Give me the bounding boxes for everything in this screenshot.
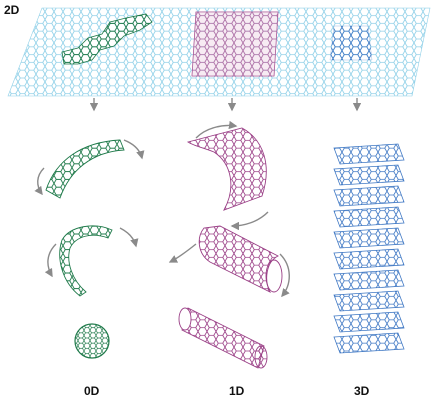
curved-arrow-icon <box>279 253 290 298</box>
graphite-layer <box>333 311 405 333</box>
curved-arrow-icon <box>195 120 238 139</box>
graphite-layer <box>333 227 405 249</box>
curved-arrow-icon <box>168 243 197 263</box>
magenta-region-on-sheet <box>191 11 279 77</box>
graphite-layer <box>333 332 405 354</box>
graphite-layer <box>333 248 405 270</box>
nanotube <box>178 307 268 369</box>
graphite-layer <box>333 290 405 312</box>
graphite-layer <box>333 269 405 291</box>
label-1d: 1D <box>229 384 245 398</box>
graphite-layer <box>333 185 405 207</box>
graphite-layer <box>333 164 405 186</box>
green-fragment-on-sheet <box>61 13 153 65</box>
curved-arrow-icon <box>230 211 269 231</box>
graphite-layer <box>333 143 405 165</box>
zero-d-curved-strip <box>45 139 125 199</box>
blue-region-on-sheet <box>329 25 373 61</box>
label-2d: 2D <box>4 3 20 17</box>
label-0d: 0D <box>84 384 100 398</box>
label-3d: 3D <box>354 384 370 398</box>
buckyball <box>74 323 110 359</box>
curved-arrow-icon <box>44 243 57 278</box>
curved-arrow-icon <box>34 167 45 196</box>
curved-arrow-icon <box>123 139 145 160</box>
curved-arrow-icon <box>119 227 139 248</box>
zero-d-partial-shell <box>59 225 113 297</box>
graphite-layer <box>333 206 405 228</box>
one-d-rolling-sheet <box>186 127 267 211</box>
one-d-half-rolled-tube <box>198 225 283 294</box>
graphite-stack <box>333 143 405 354</box>
